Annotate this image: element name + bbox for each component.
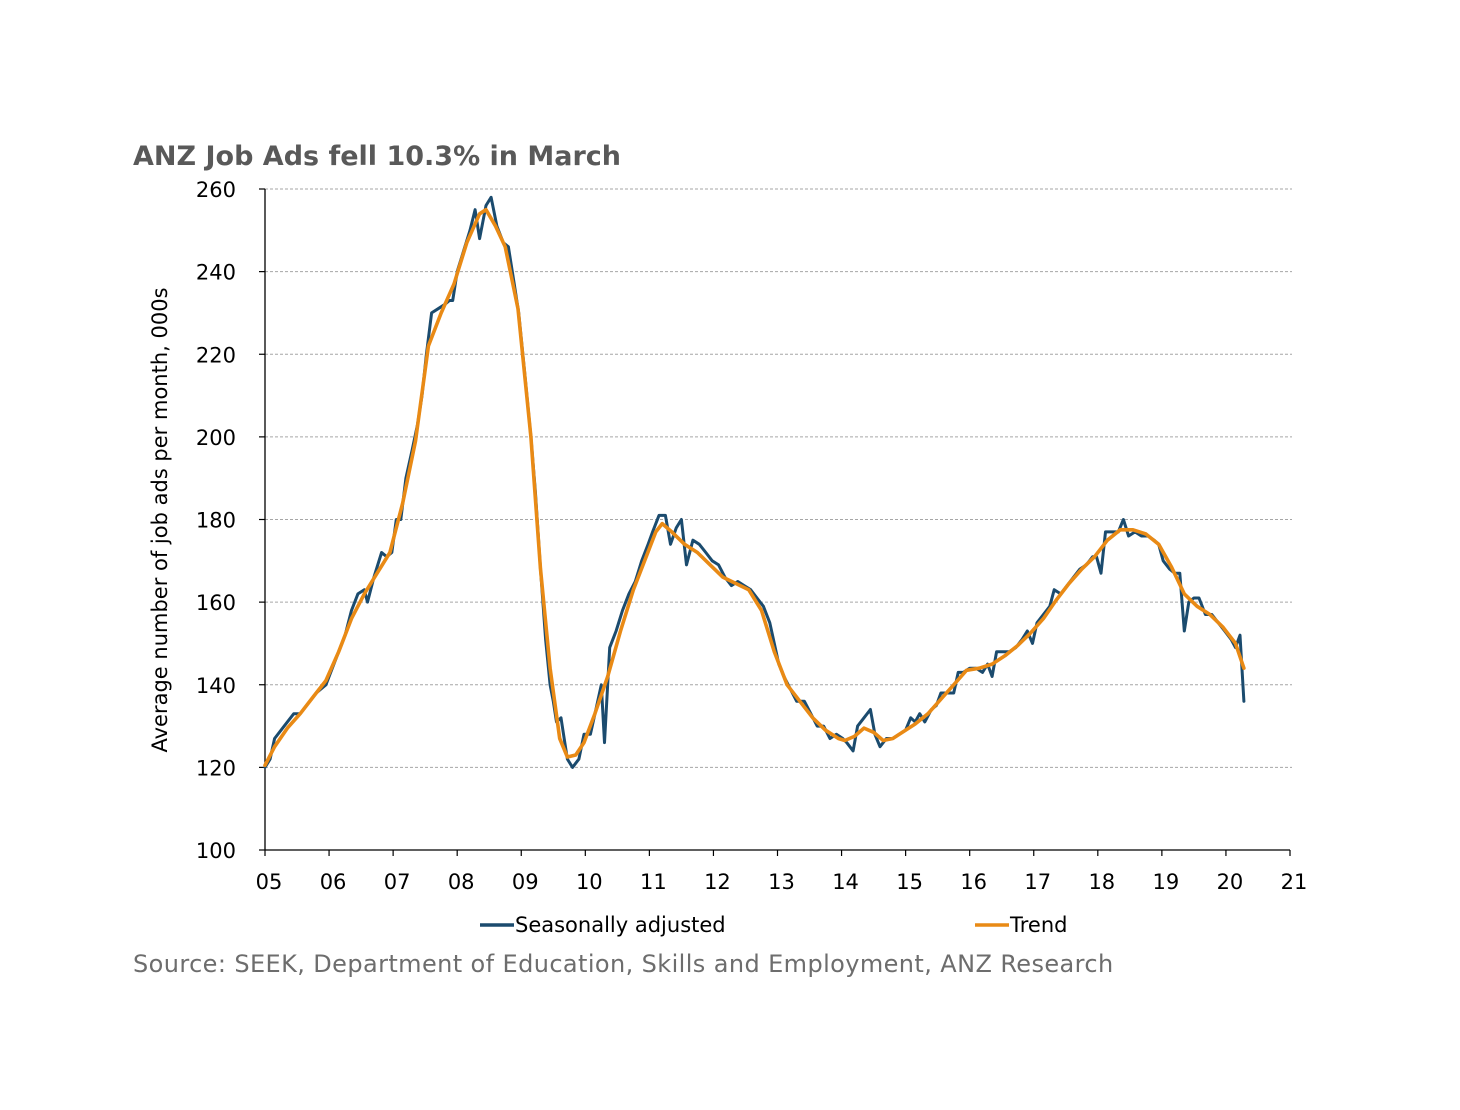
x-tick-label-15: 15 xyxy=(896,870,923,894)
x-tick-label-18: 18 xyxy=(1088,870,1115,894)
y-tick-label-220: 220 xyxy=(196,343,236,367)
x-tick-label-06: 06 xyxy=(320,870,347,894)
x-tick-label-20: 20 xyxy=(1217,870,1244,894)
x-tick-label-16: 16 xyxy=(960,870,987,894)
x-tick-label-08: 08 xyxy=(448,870,475,894)
x-tick-label-12: 12 xyxy=(704,870,731,894)
x-tick-label-14: 14 xyxy=(832,870,859,894)
y-tick-label-200: 200 xyxy=(196,426,236,450)
y-tick-label-140: 140 xyxy=(196,674,236,698)
x-tick-label-19: 19 xyxy=(1153,870,1180,894)
y-tick-label-160: 160 xyxy=(196,591,236,615)
x-tick-label-09: 09 xyxy=(512,870,539,894)
y-axis-label: Average number of job ads per month, 000… xyxy=(148,287,172,752)
x-tick-label-13: 13 xyxy=(768,870,795,894)
source-note: Source: SEEK, Department of Education, S… xyxy=(133,950,1114,978)
legend-label-1: Trend xyxy=(1009,913,1067,937)
legend-label-0: Seasonally adjusted xyxy=(515,913,726,937)
y-tick-label-100: 100 xyxy=(196,839,236,863)
series-line-trend xyxy=(263,207,1246,768)
x-tick-label-21: 21 xyxy=(1281,870,1308,894)
y-tick-label-240: 240 xyxy=(196,261,236,285)
y-tick-label-260: 260 xyxy=(196,178,236,202)
y-tick-label-120: 120 xyxy=(196,756,236,780)
chart-title: ANZ Job Ads fell 10.3% in March xyxy=(133,141,621,172)
axes: 100 120 140 160 180 200 220 240 260 05 06 07 08 09 10 1… xyxy=(196,178,1307,894)
x-tick-label-17: 17 xyxy=(1024,870,1051,894)
x-tick-label-07: 07 xyxy=(384,870,411,894)
x-tick-label-05: 05 xyxy=(256,870,283,894)
x-tick-label-11: 11 xyxy=(640,870,667,894)
series-line-seasonally-adjusted xyxy=(263,195,1246,769)
gridlines xyxy=(265,188,1292,768)
series-lines xyxy=(263,195,1246,769)
x-tick-label-10: 10 xyxy=(576,870,603,894)
y-tick-label-180: 180 xyxy=(196,509,236,533)
legend: Seasonally adjusted Trend xyxy=(480,913,1067,937)
